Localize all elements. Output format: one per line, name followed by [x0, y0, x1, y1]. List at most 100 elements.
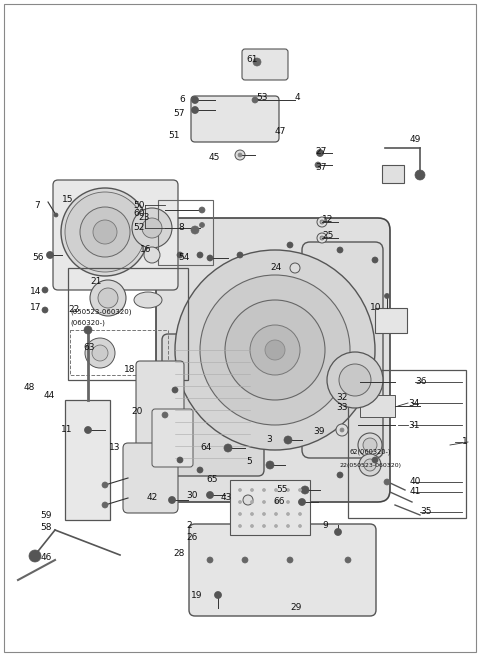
Circle shape	[238, 153, 242, 157]
Text: 52: 52	[133, 224, 145, 232]
Circle shape	[192, 106, 199, 113]
Circle shape	[200, 222, 204, 228]
FancyBboxPatch shape	[302, 242, 383, 458]
Text: 10: 10	[370, 304, 382, 312]
Circle shape	[175, 250, 375, 450]
Circle shape	[177, 457, 183, 463]
Circle shape	[275, 525, 277, 527]
Circle shape	[339, 364, 371, 396]
Bar	[158, 200, 213, 265]
Circle shape	[192, 96, 199, 104]
Text: 57: 57	[173, 108, 185, 117]
Circle shape	[337, 472, 343, 478]
Circle shape	[327, 352, 383, 408]
Text: 56: 56	[32, 253, 44, 262]
Circle shape	[242, 557, 248, 563]
Circle shape	[384, 479, 390, 485]
Bar	[68, 268, 188, 380]
Text: 45: 45	[209, 154, 220, 163]
Circle shape	[275, 512, 277, 516]
Circle shape	[207, 255, 213, 261]
Text: 1: 1	[462, 438, 468, 447]
Text: 14: 14	[30, 287, 41, 297]
Circle shape	[207, 557, 213, 563]
Circle shape	[239, 512, 241, 516]
FancyBboxPatch shape	[191, 96, 279, 142]
Circle shape	[90, 280, 126, 316]
Circle shape	[29, 550, 41, 562]
Circle shape	[263, 525, 265, 527]
Circle shape	[317, 233, 327, 243]
Text: 44: 44	[44, 390, 55, 400]
Circle shape	[299, 512, 301, 516]
Text: 26: 26	[187, 533, 198, 541]
Circle shape	[299, 525, 301, 527]
Circle shape	[337, 247, 343, 253]
Circle shape	[275, 489, 277, 491]
FancyBboxPatch shape	[189, 524, 376, 616]
Circle shape	[132, 208, 172, 248]
Circle shape	[197, 467, 203, 473]
Circle shape	[168, 497, 176, 504]
Circle shape	[359, 454, 381, 476]
Circle shape	[372, 257, 378, 263]
Text: 62(060320-): 62(060320-)	[350, 449, 392, 455]
Text: 55: 55	[276, 485, 288, 495]
Circle shape	[42, 287, 48, 293]
Circle shape	[61, 188, 149, 276]
Circle shape	[206, 491, 214, 499]
Text: 22: 22	[68, 306, 79, 314]
Circle shape	[200, 275, 350, 425]
Circle shape	[54, 213, 58, 217]
Circle shape	[363, 438, 377, 452]
Circle shape	[47, 251, 53, 258]
FancyBboxPatch shape	[242, 49, 288, 80]
Text: 24: 24	[271, 264, 282, 272]
Text: (050523-060320): (050523-060320)	[70, 309, 132, 316]
Circle shape	[237, 252, 243, 258]
Circle shape	[92, 345, 108, 361]
Circle shape	[243, 495, 253, 505]
Text: 35: 35	[420, 508, 432, 516]
Circle shape	[287, 489, 289, 491]
Text: 32: 32	[336, 394, 348, 403]
Circle shape	[287, 512, 289, 516]
Circle shape	[84, 426, 92, 434]
Circle shape	[299, 501, 301, 504]
Text: 13: 13	[108, 443, 120, 453]
Circle shape	[251, 489, 253, 491]
Text: 33: 33	[336, 403, 348, 413]
Text: 41: 41	[410, 487, 421, 497]
Circle shape	[98, 288, 118, 308]
Circle shape	[144, 247, 160, 263]
Text: 46: 46	[41, 554, 52, 562]
Circle shape	[287, 557, 293, 563]
Circle shape	[263, 512, 265, 516]
FancyBboxPatch shape	[162, 334, 264, 476]
Text: 37: 37	[315, 163, 326, 171]
Text: 19: 19	[191, 590, 202, 600]
Circle shape	[142, 218, 162, 238]
Circle shape	[358, 433, 382, 457]
Text: 4: 4	[295, 94, 300, 102]
Ellipse shape	[134, 292, 162, 308]
Circle shape	[301, 486, 309, 494]
Circle shape	[336, 424, 348, 436]
Text: 64: 64	[201, 443, 212, 453]
Text: 60: 60	[133, 209, 145, 218]
Text: 7: 7	[34, 201, 40, 209]
Text: 20: 20	[132, 407, 143, 417]
FancyBboxPatch shape	[123, 443, 178, 513]
Text: 54: 54	[179, 253, 190, 262]
Circle shape	[364, 459, 376, 471]
Text: 27: 27	[315, 148, 326, 157]
Text: 22(050523-060320): 22(050523-060320)	[340, 462, 402, 468]
Text: 51: 51	[168, 131, 180, 140]
Bar	[382, 165, 404, 183]
Circle shape	[372, 457, 378, 463]
Circle shape	[345, 557, 351, 563]
Bar	[348, 370, 466, 518]
Text: 16: 16	[140, 245, 152, 255]
Circle shape	[287, 242, 293, 248]
Circle shape	[80, 207, 130, 257]
